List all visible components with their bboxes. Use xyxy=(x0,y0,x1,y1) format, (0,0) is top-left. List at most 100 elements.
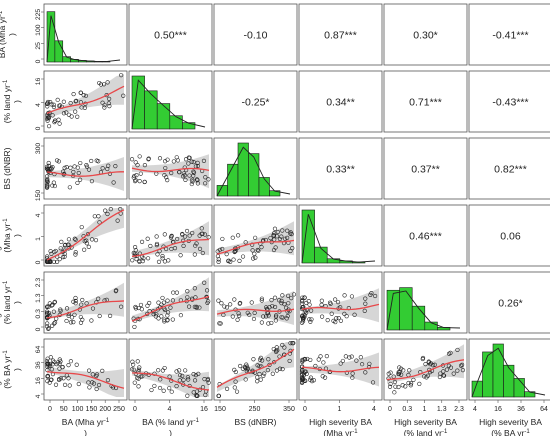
xtick-label-ba_pct-1: 4 xyxy=(168,406,172,413)
data-point-r2-c0-50 xyxy=(64,164,69,170)
data-point-r5-c0-4 xyxy=(53,382,59,387)
ylabel-hs_pct_land-1: (% land yr-1 xyxy=(2,280,12,324)
xtick-label-hs_ba-1: 1 xyxy=(338,406,342,413)
ylabel-ba-1: ) xyxy=(7,33,17,36)
data-point-r3-c2-28 xyxy=(279,234,284,239)
panel-frame-r1-c1 xyxy=(128,70,213,133)
data-point-r3-c2-58 xyxy=(261,239,266,244)
data-point-r4-c2-8 xyxy=(282,301,287,307)
xtick-label-hs_pct_land-1: 0.3 xyxy=(402,406,412,413)
histogram-bar-ba_pct-3 xyxy=(169,115,183,130)
data-point-r3-c1-21 xyxy=(162,259,168,264)
data-point-r5-c4-16 xyxy=(400,383,405,388)
data-point-r3-c1-53 xyxy=(134,257,139,262)
data-point-r1-c0-6 xyxy=(55,97,60,102)
data-point-r4-c3-26 xyxy=(309,308,314,313)
data-point-r4-c2-4 xyxy=(286,301,291,306)
data-point-r2-c0-25 xyxy=(84,164,90,169)
data-point-r5-c2-36 xyxy=(272,360,277,365)
xlabel-hs_ba-1: (Mha yr-1 xyxy=(323,428,358,436)
data-point-r5-c4-4 xyxy=(409,381,414,386)
data-point-r1-c0-51 xyxy=(46,115,51,120)
data-point-r4-c3-58 xyxy=(352,312,357,317)
data-point-r1-c0-57 xyxy=(69,114,74,119)
data-point-r1-c0-55 xyxy=(119,73,124,78)
data-point-r4-c2-46 xyxy=(266,321,271,326)
data-point-r3-c2-27 xyxy=(232,249,237,254)
data-point-r3-c2-16 xyxy=(240,254,246,259)
ytick-label-ba-1: 25 xyxy=(35,42,42,50)
data-point-r4-c0-23 xyxy=(84,301,89,306)
data-point-r5-c1-37 xyxy=(169,389,174,394)
data-point-r3-c2-0 xyxy=(231,257,236,262)
data-point-r4-c1-45 xyxy=(156,316,161,321)
data-point-r5-c4-46 xyxy=(438,371,443,376)
data-point-r5-c2-16 xyxy=(255,375,260,380)
data-point-r4-c0-41 xyxy=(64,306,70,311)
data-point-r5-c1-32 xyxy=(177,378,182,383)
scatter-panel-r4-c2 xyxy=(216,290,297,326)
data-point-r3-c2-17 xyxy=(250,248,255,253)
ylabel-hs_pct_ba-0: High sev. BA xyxy=(0,345,2,394)
smooth-line-r2-c0 xyxy=(46,171,125,177)
data-point-r5-c4-47 xyxy=(399,366,404,371)
data-point-r3-c2-34 xyxy=(253,235,258,240)
data-point-r3-c0-31 xyxy=(62,254,67,259)
panel-frame-r5-c1 xyxy=(128,338,213,401)
data-point-r4-c1-53 xyxy=(165,313,170,318)
data-point-r3-c2-30 xyxy=(282,236,288,241)
data-point-r1-c0-53 xyxy=(79,105,84,110)
xtick-label-bs-1: 250 xyxy=(249,406,261,413)
data-point-r1-c0-42 xyxy=(73,109,78,114)
data-point-r1-c0-0 xyxy=(107,96,112,101)
data-point-r3-c1-48 xyxy=(169,234,174,239)
data-point-r5-c0-52 xyxy=(105,378,111,383)
correlation-r3-c4: 0.46*** xyxy=(409,231,442,243)
data-point-r5-c1-19 xyxy=(130,359,135,364)
data-point-r3-c1-41 xyxy=(187,233,192,238)
data-point-r5-c0-42 xyxy=(94,372,100,377)
data-point-r3-c2-26 xyxy=(256,248,261,253)
data-point-r4-c0-2 xyxy=(46,326,51,332)
histogram-bar-bs-4 xyxy=(258,177,270,197)
data-point-r3-c2-41 xyxy=(228,259,233,265)
data-point-r4-c2-53 xyxy=(237,313,242,318)
ytick-label-ba_pct-0: 0 xyxy=(35,126,42,130)
data-point-r5-c4-58 xyxy=(424,375,429,380)
ytick-label-hs_ba-0: 0 xyxy=(35,260,42,264)
data-point-r3-c2-11 xyxy=(220,236,225,242)
data-point-r4-c1-3 xyxy=(178,313,183,318)
data-point-r1-c0-5 xyxy=(75,114,80,119)
data-point-r3-c2-8 xyxy=(252,251,257,256)
ytick-label-bs-0: 150 xyxy=(35,190,42,202)
data-point-r4-c2-27 xyxy=(285,309,290,314)
histogram-hs_ba xyxy=(301,209,376,264)
data-point-r5-c2-40 xyxy=(274,368,280,373)
data-point-r4-c0-51 xyxy=(44,314,50,319)
data-point-r5-c0-55 xyxy=(100,368,105,373)
data-point-r3-c1-55 xyxy=(156,259,162,265)
histogram-bar-hs_pct_ba-4 xyxy=(513,378,525,398)
data-point-r5-c0-39 xyxy=(45,361,50,366)
data-point-r5-c2-33 xyxy=(291,341,296,346)
data-point-r5-c4-32 xyxy=(388,370,393,375)
panel-frame-r0-c3 xyxy=(298,3,383,66)
ylabel-hs_ba-2: ) xyxy=(12,234,22,237)
data-point-r5-c1-45 xyxy=(160,368,165,373)
data-point-r1-c0-29 xyxy=(121,93,126,98)
ytick-label-hs_pct_ba-1: 16 xyxy=(35,377,42,385)
data-point-r2-c0-54 xyxy=(45,184,50,189)
ytick-label-hs_pct_ba-3: 64 xyxy=(35,346,42,354)
data-point-r5-c4-17 xyxy=(387,384,393,389)
correlation-r1-c2: -0.25* xyxy=(241,97,269,109)
data-point-r2-c0-42 xyxy=(46,160,51,166)
panel-frame-r1-c4 xyxy=(383,70,468,133)
data-point-r4-c1-17 xyxy=(165,318,170,323)
data-point-r2-c1-0 xyxy=(190,179,195,184)
data-point-r1-c0-38 xyxy=(102,103,107,108)
data-point-r3-c2-38 xyxy=(259,245,264,250)
data-point-r2-c1-55 xyxy=(189,159,194,164)
histogram-bar-ba_pct-1 xyxy=(144,90,158,130)
data-point-r5-c3-3 xyxy=(338,361,343,366)
